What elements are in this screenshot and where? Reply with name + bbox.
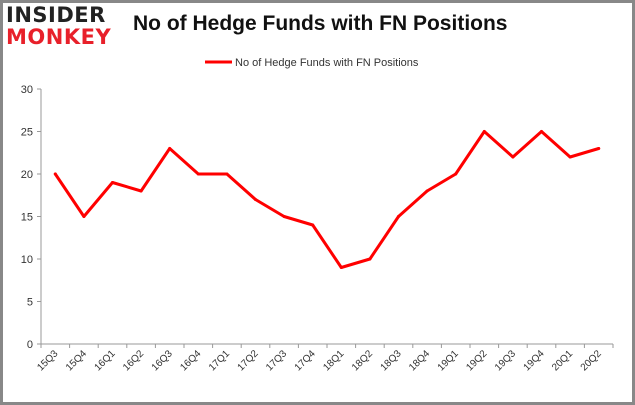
x-axis-ticks: 15Q3 15Q4 16Q1 16Q2 16Q3 16Q4 17Q1 17Q2 17Q3 17Q4…: [35, 344, 614, 373]
y-tick-label: 15: [21, 212, 33, 224]
x-tick-label: 17Q1: [207, 348, 232, 373]
insider-monkey-logo: INSIDER MONKEY: [6, 4, 111, 48]
data-point: [168, 147, 172, 150]
x-tick-label: 17Q2: [236, 348, 261, 373]
x-tick-label: 18Q4: [407, 348, 432, 373]
x-tick-label: 19Q3: [493, 348, 518, 373]
axes: [40, 89, 613, 345]
data-point: [454, 172, 458, 176]
y-tick-label: 5: [27, 297, 33, 309]
data-point: [282, 215, 286, 218]
x-tick-label: 20Q2: [579, 348, 604, 373]
data-point: [339, 266, 343, 269]
x-tick-label: 15Q3: [35, 348, 60, 373]
x-tick-label: 19Q1: [436, 348, 461, 373]
y-tick-label: 0: [27, 339, 33, 351]
legend: No of Hedge Funds with FN Positions: [205, 57, 419, 69]
x-tick-label: 20Q1: [550, 348, 575, 373]
y-axis-ticks: 0 5 10 15 20 25 30: [21, 84, 41, 351]
data-point: [368, 257, 372, 261]
data-point: [196, 172, 200, 176]
logo-line-1: INSIDER: [6, 3, 106, 27]
data-point: [397, 215, 400, 218]
data-point: [482, 130, 486, 133]
series-line: [53, 130, 601, 269]
y-tick-label: 20: [21, 169, 33, 181]
data-point: [311, 223, 315, 227]
x-tick-label: 16Q4: [178, 348, 203, 373]
x-tick-label: 16Q1: [93, 348, 118, 373]
x-tick-label: 18Q3: [379, 348, 404, 373]
logo-line-2: MONKEY: [6, 25, 112, 49]
data-point: [225, 172, 229, 176]
data-point: [597, 147, 601, 150]
x-tick-label: 15Q4: [64, 348, 89, 373]
series-group: [53, 130, 601, 269]
y-tick-label: 10: [21, 254, 33, 266]
data-point: [254, 198, 257, 201]
y-tick-label: 25: [21, 127, 33, 139]
data-point: [82, 215, 86, 218]
data-point: [511, 155, 515, 159]
chart-title: No of Hedge Funds with FN Positions: [133, 12, 508, 35]
data-point: [53, 172, 57, 176]
data-point: [111, 181, 114, 184]
x-tick-label: 16Q2: [121, 348, 146, 373]
y-tick-label: 30: [21, 84, 33, 96]
legend-label: No of Hedge Funds with FN Positions: [235, 57, 419, 69]
data-point: [425, 189, 429, 193]
x-tick-label: 18Q2: [350, 348, 375, 373]
x-tick-label: 17Q3: [264, 348, 289, 373]
x-tick-label: 19Q2: [464, 348, 489, 373]
x-tick-label: 16Q3: [150, 348, 175, 373]
x-tick-label: 17Q4: [293, 348, 318, 373]
data-point: [139, 189, 143, 193]
data-point: [568, 155, 572, 159]
x-tick-label: 18Q1: [321, 348, 346, 373]
x-tick-label: 19Q4: [522, 348, 547, 373]
data-point: [540, 130, 543, 133]
